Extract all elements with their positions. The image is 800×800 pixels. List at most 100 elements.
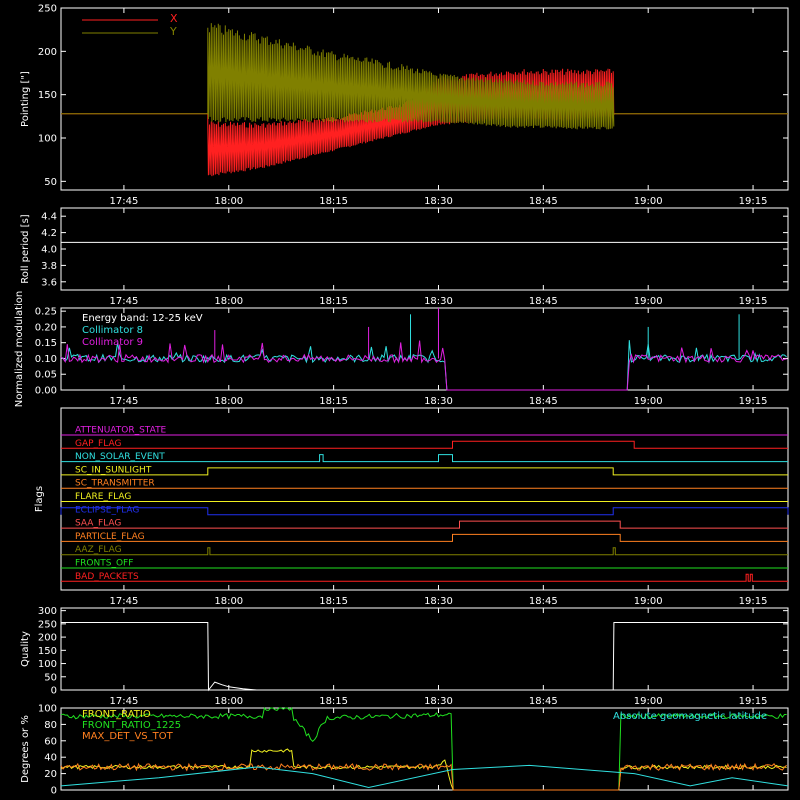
y-tick-label: 40 [44, 753, 57, 764]
series-front-ratio-1225-line [60, 706, 787, 791]
geomagnetic-latitude-line [60, 764, 789, 789]
x-tick-label: 18:00 [214, 396, 243, 407]
y-tick-label: 100 [38, 704, 57, 715]
y-tick-label: 100 [38, 134, 57, 145]
y-axis-label-pointing: Pointing ["] [20, 71, 31, 127]
y-tick-label: 250 [38, 4, 57, 15]
y-tick-label: 300 [38, 606, 57, 617]
panel-quality: Quality 17:45 18:00 18:15 18:30 18:45 19:00 19… [20, 606, 789, 707]
panel-modulation: Normalized modulation 17:45 18:00 18:15 18:… [14, 291, 789, 408]
y-tick-label: 4.4 [41, 212, 57, 223]
x-tick-label: 18:30 [424, 696, 453, 707]
y-tick-label: 0.15 [35, 338, 57, 349]
y-tick-label: 0.05 [35, 370, 57, 381]
legend-label-max-det-vs-tot: MAX_DET_VS_TOT [82, 731, 174, 742]
x-tick-label: 19:15 [739, 196, 768, 207]
y-tick-label: 0.10 [35, 354, 57, 365]
x-tick-label: 17:45 [109, 696, 138, 707]
flag-line-gap-flag [61, 440, 788, 449]
x-tick-label: 18:45 [529, 396, 558, 407]
flag-label-flare-flag: FLARE_FLAG [75, 492, 131, 502]
y-tick-label: 3.8 [41, 261, 57, 272]
flag-label-eclipse-flag: ECLIPSE_FLAG [75, 505, 139, 515]
x-tick-label: 18:00 [214, 596, 243, 607]
flag-line-particle-flag [61, 533, 788, 542]
flag-line-non-solar-event [61, 454, 788, 463]
pointing-marks: 17:45 18:00 18:15 18:30 18:45 19:00 19:15 50 100… [38, 4, 788, 207]
y-tick-label: 80 [44, 720, 57, 731]
flag-label-bad-packets: BAD_PACKETS [75, 572, 139, 582]
flag-label-sc-transmitter: SC_TRANSMITTER [75, 479, 155, 489]
x-tick-label: 18:00 [214, 296, 243, 307]
y-tick-label: 60 [44, 736, 57, 747]
x-tick-label: 17:45 [109, 296, 138, 307]
y-tick-label: 0.20 [35, 322, 57, 333]
modulation-energy-band: Energy band: 12-25 keV [82, 313, 203, 324]
y-tick-label: 4.0 [41, 245, 57, 256]
legend-label-front-ratio: FRONT_RATIO [82, 709, 151, 720]
quality-line [61, 622, 788, 692]
y-tick-label: 200 [38, 633, 57, 644]
x-tick-label: 19:00 [634, 296, 663, 307]
flag-label-gap-flag: GAP_FLAG [75, 439, 121, 449]
x-tick-label: 18:45 [529, 696, 558, 707]
flag-line-saa-flag [61, 520, 788, 529]
panel-fronts: Degrees or % 0 20 40 60 80 100 FRONT_RATIO FR… [20, 704, 789, 797]
x-tick-label: 18:45 [529, 596, 558, 607]
y-tick-label: 20 [44, 769, 57, 780]
flag-line-sc-in-sunlight [61, 467, 788, 476]
modulation-marks: 17:45 18:00 18:15 18:30 18:45 19:00 19:15 0.00 0… [35, 307, 788, 407]
x-tick-label: 18:30 [424, 296, 453, 307]
flag-line-bad-packets [61, 573, 788, 582]
y-tick-label: 4.2 [41, 228, 57, 239]
quality-marks: 17:45 18:00 18:15 18:30 18:45 19:00 19:15 0 50 10… [38, 606, 788, 707]
axes-frame-fronts [60, 707, 789, 791]
flag-line-aaz-flag [61, 547, 788, 556]
x-tick-label: 18:15 [319, 196, 348, 207]
x-tick-label: 18:00 [214, 196, 243, 207]
y-axis-label-fronts: Degrees or % [20, 715, 31, 783]
x-tick-label: 18:30 [424, 596, 453, 607]
y-tick-label: 0 [51, 686, 57, 697]
series-y-line [61, 23, 788, 130]
x-tick-label: 19:00 [634, 196, 663, 207]
y-axis-label-modulation: Normalized modulation [14, 291, 25, 408]
x-tick-label: 18:15 [319, 696, 348, 707]
x-tick-label: 17:45 [109, 596, 138, 607]
axes-frame-flags [60, 407, 789, 591]
flag-label-particle-flag: PARTICLE_FLAG [75, 532, 145, 542]
axes-frame-modulation [60, 307, 789, 391]
y-tick-label: 3.6 [41, 277, 57, 288]
x-tick-label: 19:00 [634, 596, 663, 607]
legend-pointing: X Y [82, 12, 178, 38]
series-max-det-vs-tot-line [60, 762, 787, 791]
legend-label-geomagnetic-latitude: Absolute geomagnetic latitude [613, 711, 767, 722]
roll-marks: 17:45 18:00 18:15 18:30 18:45 19:00 19:15 3.6 3.… [41, 208, 788, 307]
panel-pointing: Pointing ["] 17:45 18:00 18:15 18:30 18:45 19… [20, 4, 789, 207]
y-axis-label-roll: Roll period [s] [20, 214, 31, 283]
y-tick-label: 0.00 [35, 386, 57, 397]
legend-label-collimator-9: Collimator 9 [82, 337, 143, 348]
legend-label-front-ratio-1225: FRONT_RATIO_1225 [82, 720, 181, 731]
y-axis-label-flags: Flags [34, 486, 45, 512]
legend-label-x: X [170, 12, 178, 25]
x-tick-label: 19:15 [739, 696, 768, 707]
legend-label-collimator-8: Collimator 8 [82, 325, 143, 336]
x-tick-label: 19:00 [634, 396, 663, 407]
legend-label-y: Y [169, 25, 177, 38]
y-tick-label: 50 [44, 177, 57, 188]
x-tick-label: 18:45 [529, 196, 558, 207]
panel-flags: Flags 17:45 18:00 18:15 18:30 18:45 19:00 19:1… [34, 407, 789, 607]
x-tick-label: 17:45 [109, 196, 138, 207]
x-tick-label: 18:00 [214, 696, 243, 707]
x-tick-label: 18:15 [319, 396, 348, 407]
x-tick-label: 18:30 [424, 196, 453, 207]
flag-label-fronts-off: FRONTS_OFF [75, 559, 133, 569]
flag-label-saa-flag: SAA_FLAG [75, 519, 121, 529]
x-tick-label: 17:45 [109, 396, 138, 407]
y-tick-label: 150 [38, 90, 57, 101]
fronts-marks: 0 20 40 60 80 100 [38, 704, 789, 797]
flag-label-sc-in-sunlight: SC_IN_SUNLIGHT [75, 465, 152, 475]
